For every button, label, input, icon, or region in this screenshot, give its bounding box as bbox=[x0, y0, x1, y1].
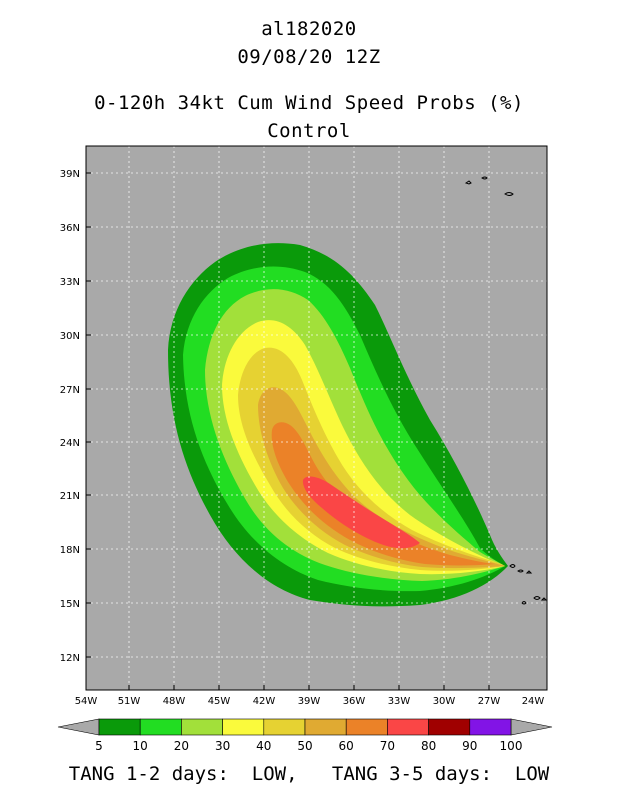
cape-verde-island-outline bbox=[517, 569, 524, 573]
run-title: Control bbox=[267, 120, 351, 142]
colorbar-swatch bbox=[139, 718, 182, 736]
island-outlines bbox=[464, 176, 548, 605]
lat-tick-label: 33N bbox=[60, 277, 80, 288]
storm-id-title: al182020 bbox=[261, 18, 357, 40]
lat-lon-grid bbox=[86, 146, 547, 690]
cape-verde-island-outline bbox=[533, 596, 541, 600]
lat-tick-label: 24N bbox=[60, 438, 80, 449]
colorbar-high-arrow bbox=[510, 718, 553, 736]
colorbar-swatch bbox=[263, 718, 306, 736]
colorbar-swatch bbox=[469, 718, 512, 736]
cape-verde-island-outline bbox=[521, 601, 527, 605]
colorbar-swatch bbox=[345, 718, 388, 736]
colorbar-level-label: 50 bbox=[297, 739, 312, 753]
lat-tick-label: 27N bbox=[60, 385, 80, 396]
lon-ticks bbox=[128, 685, 490, 690]
colorbar-labels: 5 10 20 30 40 50 60 70 80 90 100 bbox=[95, 739, 522, 753]
colorbar-swatches bbox=[98, 718, 512, 736]
lat-tick-label: 36N bbox=[60, 223, 80, 234]
colorbar-level-label: 20 bbox=[174, 739, 189, 753]
lon-tick-label: 24W bbox=[522, 696, 545, 707]
lat-tick-label: 21N bbox=[60, 491, 80, 502]
colorbar-swatch bbox=[304, 718, 347, 736]
lon-tick-label: 48W bbox=[163, 696, 186, 707]
lat-tick-label: 12N bbox=[60, 653, 80, 664]
map-border bbox=[85, 145, 548, 691]
longitude-axis: 54W 51W 48W 45W 42W 39W 36W 33W 30W 27W … bbox=[75, 696, 545, 707]
lon-tick-label: 33W bbox=[388, 696, 411, 707]
lat-tick-label: 18N bbox=[60, 545, 80, 556]
lon-tick-label: 27W bbox=[478, 696, 501, 707]
contour-band-70 bbox=[302, 476, 420, 549]
product-title: 0-120h 34kt Cum Wind Speed Probs (%) bbox=[94, 92, 524, 114]
tang-status-footer: TANG 1-2 days: LOW, TANG 3-5 days: LOW bbox=[68, 763, 550, 785]
colorbar-swatch bbox=[387, 718, 429, 736]
latitude-axis: 39N 36N 33N 30N 27N 24N 21N 18N 15N 12N bbox=[60, 169, 80, 664]
contour-band-50 bbox=[258, 387, 505, 569]
colorbar-level-label: 60 bbox=[339, 739, 354, 753]
colorbar-level-label: 100 bbox=[500, 739, 523, 753]
lon-tick-label: 39W bbox=[298, 696, 321, 707]
colorbar: 5 10 20 30 40 50 60 70 80 90 100 bbox=[57, 718, 553, 753]
lon-tick-label: 45W bbox=[208, 696, 231, 707]
probability-contours bbox=[168, 243, 508, 607]
lon-tick-label: 30W bbox=[433, 696, 456, 707]
colorbar-low-arrow bbox=[57, 718, 100, 736]
colorbar-swatch bbox=[222, 718, 265, 736]
lon-tick-label: 36W bbox=[343, 696, 366, 707]
colorbar-level-label: 30 bbox=[215, 739, 230, 753]
colorbar-level-label: 5 bbox=[95, 739, 103, 753]
lat-tick-label: 30N bbox=[60, 331, 80, 342]
lon-tick-label: 54W bbox=[75, 696, 98, 707]
lat-ticks bbox=[86, 172, 91, 658]
colorbar-level-label: 90 bbox=[462, 739, 477, 753]
lon-tick-label: 51W bbox=[118, 696, 141, 707]
colorbar-level-label: 10 bbox=[133, 739, 148, 753]
lon-tick-label: 42W bbox=[253, 696, 276, 707]
azores-island-outline bbox=[504, 192, 514, 196]
cape-verde-island-outline bbox=[509, 564, 516, 568]
colorbar-swatch bbox=[98, 718, 141, 736]
azores-island-outline bbox=[481, 176, 488, 180]
colorbar-level-label: 80 bbox=[421, 739, 436, 753]
datetime-title: 09/08/20 12Z bbox=[237, 46, 381, 68]
lat-tick-label: 15N bbox=[60, 599, 80, 610]
cape-verde-island-outline bbox=[525, 570, 533, 574]
lat-tick-label: 39N bbox=[60, 169, 80, 180]
cape-verde-island-outline bbox=[540, 597, 548, 601]
colorbar-level-label: 40 bbox=[256, 739, 271, 753]
azores-island-outline bbox=[464, 180, 472, 185]
colorbar-swatch bbox=[181, 718, 223, 736]
colorbar-level-label: 70 bbox=[380, 739, 395, 753]
colorbar-swatch bbox=[428, 718, 471, 736]
probability-map: 39N 36N 33N 30N 27N 24N 21N 18N 15N 12N … bbox=[57, 145, 553, 753]
